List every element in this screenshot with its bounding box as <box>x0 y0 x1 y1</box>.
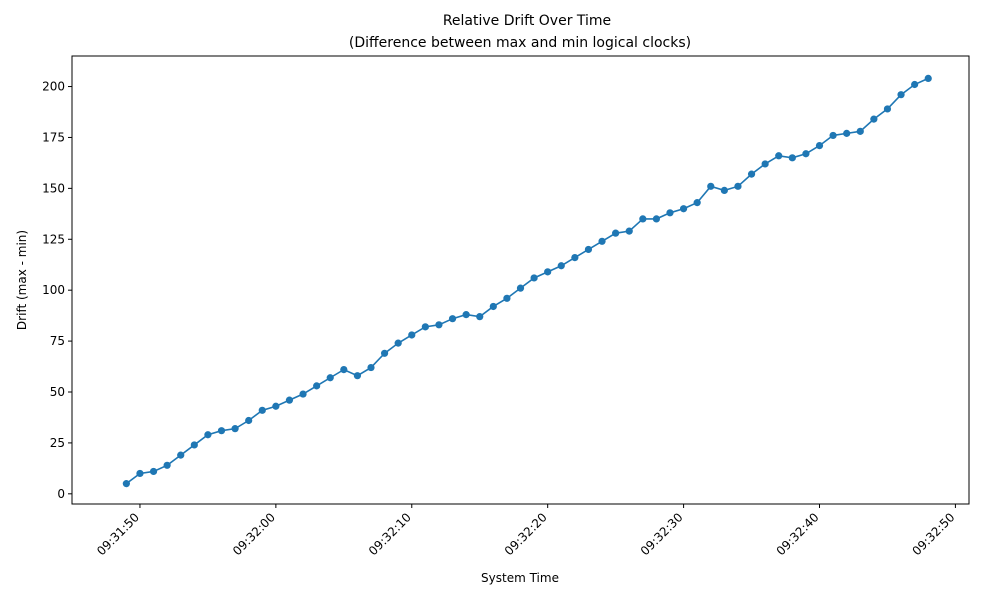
x-axis-label: System Time <box>481 571 559 585</box>
x-tick-label: 09:32:40 <box>774 510 822 558</box>
data-point <box>815 142 824 150</box>
data-point <box>639 215 647 223</box>
plot-area: 0 25 50 75 100 125 150 175 200 09:31:50 09:32:00 09… <box>42 74 958 558</box>
data-point <box>353 372 362 380</box>
data-point <box>530 274 538 282</box>
data-point <box>245 416 253 425</box>
data-point <box>258 406 266 414</box>
data-point <box>544 268 552 276</box>
data-point <box>747 170 756 178</box>
chart-subtitle: (Difference between max and min logical … <box>349 35 691 51</box>
data-point <box>802 150 810 158</box>
data-point <box>503 294 511 302</box>
x-tick-label: 09:32:30 <box>638 510 686 558</box>
data-point <box>462 311 470 319</box>
data-point <box>761 160 769 168</box>
data-point <box>666 209 674 217</box>
data-point <box>870 115 878 123</box>
data-point <box>448 315 457 323</box>
data-point <box>584 245 593 254</box>
data-point <box>775 152 783 160</box>
data-point <box>313 382 321 390</box>
y-tick-label: 75 <box>50 334 65 348</box>
y-tick-label: 50 <box>50 385 65 399</box>
data-point <box>136 469 144 478</box>
x-tick-label: 09:32:00 <box>230 510 278 558</box>
data-point <box>924 74 932 82</box>
data-point <box>163 461 171 469</box>
y-tick-label: 200 <box>42 80 65 94</box>
data-point <box>625 227 633 235</box>
data-point <box>204 431 212 439</box>
data-point <box>299 390 307 398</box>
data-point <box>829 131 837 140</box>
data-point <box>340 366 348 374</box>
data-point <box>612 229 620 237</box>
y-tick-label: 0 <box>57 487 65 501</box>
x-tick-label: 09:32:50 <box>910 510 958 558</box>
x-tick-label: 09:32:20 <box>502 510 550 558</box>
data-point <box>720 186 728 194</box>
data-point <box>149 467 158 476</box>
chart-title: Relative Drift Over Time <box>443 13 611 29</box>
data-point <box>788 154 796 162</box>
data-point <box>272 402 280 410</box>
data-point <box>380 349 389 357</box>
data-point <box>122 480 130 488</box>
data-point <box>476 313 484 321</box>
data-point <box>734 182 742 190</box>
data-point <box>489 302 497 311</box>
data-point <box>911 80 919 89</box>
y-tick-label: 25 <box>50 436 65 450</box>
data-point <box>707 182 715 190</box>
data-point <box>557 262 565 270</box>
y-tick-label: 100 <box>42 283 65 297</box>
data-point <box>435 321 443 329</box>
data-point <box>571 254 579 262</box>
data-point <box>408 331 416 339</box>
data-point <box>217 427 226 435</box>
data-point <box>367 363 375 372</box>
data-point <box>856 127 864 135</box>
data-point <box>679 205 688 213</box>
plot-frame <box>71 55 970 505</box>
data-point <box>394 339 402 347</box>
data-point <box>883 105 892 113</box>
data-point <box>897 91 905 99</box>
data-point <box>421 323 429 331</box>
data-point <box>285 396 294 404</box>
data-point <box>177 451 185 459</box>
y-tick-label: 175 <box>42 130 65 144</box>
data-point <box>652 215 661 223</box>
data-point <box>843 129 851 137</box>
x-tick-label: 09:32:10 <box>366 510 414 558</box>
y-axis-label: Drift (max - min) <box>15 230 29 330</box>
data-point <box>231 425 239 433</box>
data-point <box>516 284 525 292</box>
y-tick-label: 150 <box>42 181 65 195</box>
data-point <box>598 237 606 245</box>
data-point <box>693 199 701 207</box>
data-point <box>326 374 334 382</box>
y-tick-label: 125 <box>42 232 65 246</box>
x-tick-label: 09:31:50 <box>94 510 142 558</box>
data-point <box>190 441 198 449</box>
